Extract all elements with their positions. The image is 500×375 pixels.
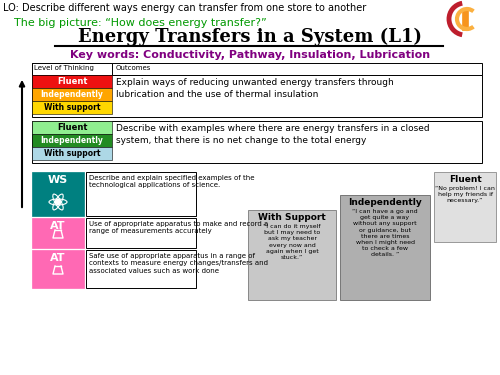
Text: With Support: With Support: [258, 213, 326, 222]
Bar: [32, 63, 112, 75]
Text: The big picture: “How does energy transfer?”: The big picture: “How does energy transf…: [14, 18, 266, 28]
Text: Outcomes: Outcomes: [116, 65, 152, 71]
Bar: [32, 172, 84, 216]
Bar: [32, 101, 112, 114]
Bar: [86, 250, 196, 288]
Bar: [340, 195, 430, 300]
Bar: [32, 250, 84, 288]
Text: “I can have a go and
get quite a way
without any support
or guidance, but
there : “I can have a go and get quite a way wit…: [352, 209, 418, 257]
Text: Energy Transfers in a System (L1): Energy Transfers in a System (L1): [78, 28, 422, 46]
Bar: [32, 63, 482, 75]
Text: Independently: Independently: [40, 136, 104, 145]
Text: Independently: Independently: [348, 198, 422, 207]
Bar: [248, 210, 336, 300]
Text: Describe with examples where there are energy transfers in a closed
system, that: Describe with examples where there are e…: [116, 124, 430, 145]
Bar: [86, 218, 196, 248]
Text: Safe use of appropriate apparatus in a range of
contexts to measure energy chang: Safe use of appropriate apparatus in a r…: [89, 253, 268, 274]
Bar: [462, 8, 468, 30]
Text: AT: AT: [50, 253, 66, 263]
Text: Explain ways of reducing unwanted energy transfers through
lubrication and the u: Explain ways of reducing unwanted energy…: [116, 78, 394, 99]
Bar: [86, 172, 196, 216]
Circle shape: [56, 200, 60, 204]
Text: With support: With support: [44, 149, 100, 158]
Bar: [32, 121, 112, 134]
Text: Fluent: Fluent: [57, 77, 88, 86]
Text: WS: WS: [48, 175, 68, 185]
Text: Fluent: Fluent: [57, 123, 88, 132]
Text: AT: AT: [50, 221, 66, 231]
Text: Use of appropriate apparatus to make and record a
range of measurements accurate: Use of appropriate apparatus to make and…: [89, 221, 268, 234]
Text: Level of Thinking: Level of Thinking: [34, 65, 94, 71]
Text: Key words: Conductivity, Pathway, Insulation, Lubrication: Key words: Conductivity, Pathway, Insula…: [70, 50, 430, 60]
Bar: [32, 218, 84, 248]
Bar: [32, 147, 112, 160]
Bar: [32, 75, 112, 88]
Text: With support: With support: [44, 103, 100, 112]
Text: Describe and explain specified examples of the
technological applications of sci: Describe and explain specified examples …: [89, 175, 254, 189]
Text: LO: Describe different ways energy can transfer from one store to another: LO: Describe different ways energy can t…: [3, 3, 366, 13]
Bar: [32, 88, 112, 101]
Bar: [32, 121, 482, 163]
Text: Independently: Independently: [40, 90, 104, 99]
Text: Fluent: Fluent: [448, 175, 482, 184]
Bar: [434, 172, 496, 242]
Text: “I can do it myself
but I may need to
ask my teacher
every now and
again when I : “I can do it myself but I may need to as…: [263, 224, 321, 260]
Bar: [32, 75, 482, 117]
Text: “No problem! I can
help my friends if
necessary.”: “No problem! I can help my friends if ne…: [435, 186, 495, 203]
Bar: [32, 134, 112, 147]
